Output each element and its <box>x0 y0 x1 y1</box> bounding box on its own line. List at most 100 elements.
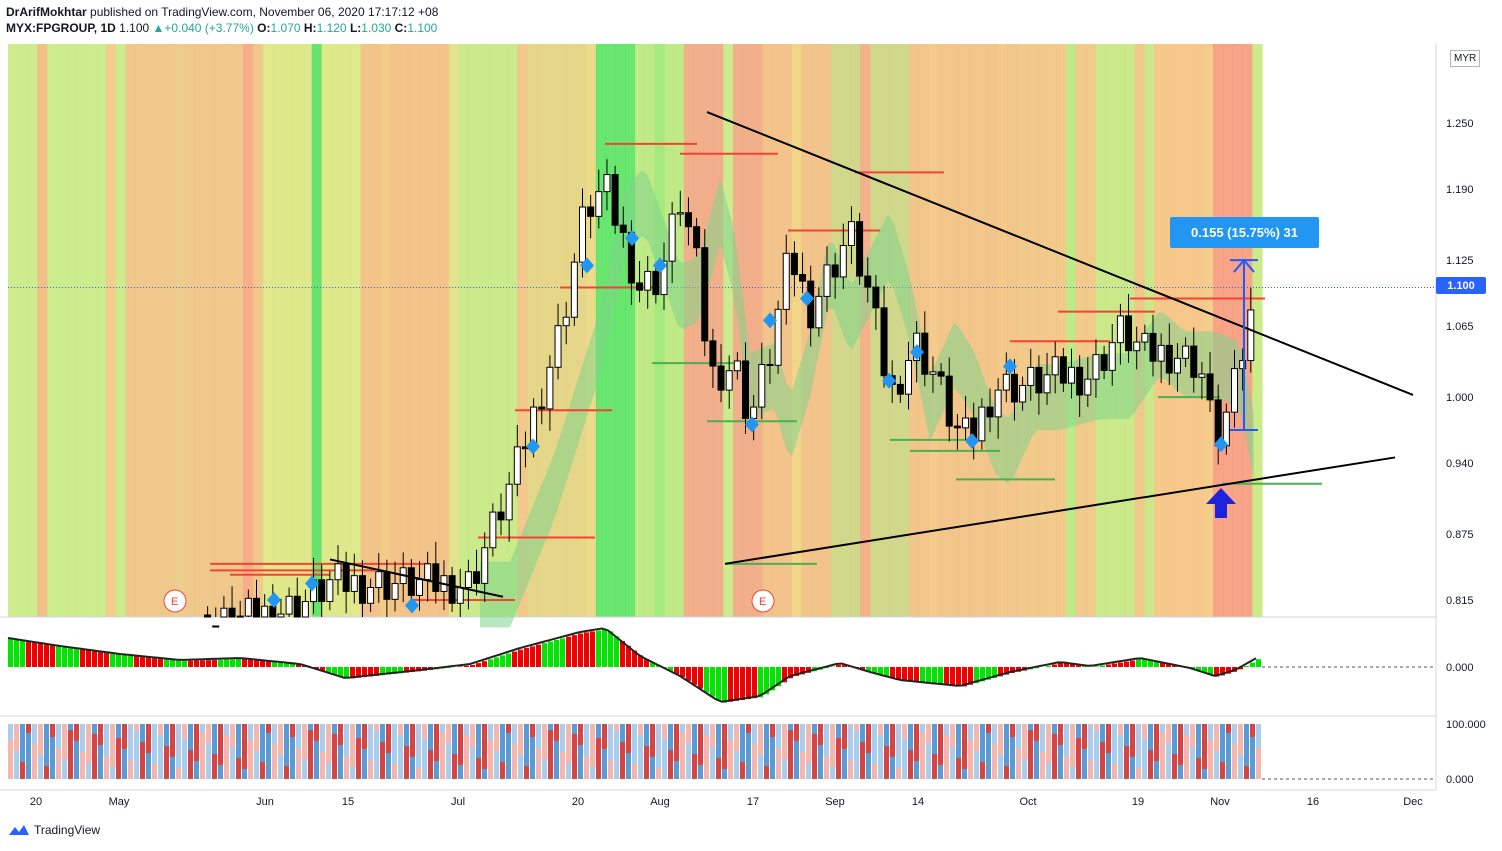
time-tick-label: 20 <box>572 796 584 808</box>
candle-down <box>790 252 798 276</box>
strength-bar-bottom <box>308 730 313 779</box>
strength-bar-top <box>236 724 241 758</box>
bg-band <box>1056 44 1067 617</box>
strength-bar-bottom <box>488 740 493 779</box>
oscillator-bar <box>1244 665 1249 667</box>
bg-band <box>1193 44 1204 617</box>
author-name[interactable]: DrArifMokhtar <box>6 5 87 19</box>
strength-bar-bottom <box>218 765 223 779</box>
oscillator-bar <box>536 644 541 667</box>
oscillator-bar <box>1172 665 1177 667</box>
oscillator-bar <box>56 646 61 667</box>
strength-bar-bottom <box>542 759 547 779</box>
strength-bar-top <box>896 724 901 768</box>
bg-band <box>419 44 430 617</box>
oscillator-bar <box>566 636 571 667</box>
strength-bar-top <box>746 724 751 733</box>
strength-bar-top <box>476 724 481 758</box>
publish-info: published on TradingView.com, November 0… <box>90 5 439 19</box>
oscillator-bar <box>764 667 769 695</box>
strength-bar-bottom <box>686 743 691 779</box>
oscillator-bar <box>14 639 19 667</box>
candle-down <box>619 224 627 233</box>
candle-up <box>367 586 375 604</box>
price-tick-label: 0.815 <box>1446 595 1474 607</box>
strength-bar-bottom <box>752 744 757 779</box>
strength-bar-bottom <box>1256 748 1261 779</box>
candle-down <box>921 332 929 375</box>
bg-band <box>899 44 910 617</box>
strength-bar-bottom <box>1010 737 1015 779</box>
oscillator-bar <box>896 667 901 680</box>
strength-bar-top <box>284 724 289 766</box>
candle-up <box>456 586 464 604</box>
currency-label[interactable]: MYR <box>1450 50 1481 67</box>
bg-band <box>830 44 842 617</box>
oscillator-bar <box>554 639 559 667</box>
oscillator-bar <box>158 658 163 667</box>
strength-bar-top <box>80 724 85 752</box>
strength-bar-top <box>812 724 817 734</box>
strength-bar-top <box>488 724 493 740</box>
oscillator-bar <box>1058 663 1063 667</box>
price-change: +0.040 (+3.77%) <box>164 21 254 35</box>
oscillator-bar <box>128 655 133 667</box>
strength-bar-bottom <box>1082 749 1087 779</box>
volume-strength-pane: 100.000 0.000 <box>8 719 1486 786</box>
candle-down <box>538 406 546 410</box>
bg-band <box>125 44 136 617</box>
strength-bar-bottom <box>866 753 871 779</box>
oscillator-bar <box>206 660 211 667</box>
oscillator-bar <box>44 644 49 667</box>
strength-bar-top <box>1196 724 1201 758</box>
oscillator-bar <box>776 667 781 687</box>
oscillator-pane: 0.000 <box>7 627 1474 703</box>
price-axis[interactable]: 1.250 1.190 1.125 1.065 1.000 0.940 0.875 0.815 <box>1435 44 1474 790</box>
strength-bar-top <box>356 724 361 738</box>
oscillator-bar <box>92 651 97 667</box>
price-tick-label: 0.875 <box>1446 529 1474 541</box>
strength-bar-top <box>398 724 403 735</box>
bg-band <box>37 44 48 617</box>
signal-diamond-icon <box>305 575 319 592</box>
symbol-name[interactable]: MYX:FPGROUP, 1D <box>6 21 116 35</box>
oscillator-bar <box>236 659 241 667</box>
candle-up <box>595 191 603 217</box>
bg-band <box>781 44 793 617</box>
strength-bar-top <box>56 724 61 748</box>
oscillator-bar <box>962 667 967 687</box>
strength-bar-top <box>416 724 421 768</box>
time-axis[interactable]: 20 May Jun 15 Jul 20 Aug 17 Sep 14 Oct 19 Nov 16 Dec <box>30 796 1423 808</box>
strength-bar-top <box>1058 724 1063 745</box>
strength-bar-bottom <box>1100 742 1105 779</box>
strength-bar-top <box>272 724 277 744</box>
measure-tooltip: 0.155 (15.75%) 31 <box>1170 217 1319 248</box>
oscillator-bar <box>932 667 937 685</box>
strength-bar-top <box>596 724 601 738</box>
bg-band <box>174 44 185 617</box>
oscillator-bar <box>770 667 775 691</box>
oscillator-bar <box>824 667 829 669</box>
bg-band <box>586 44 597 617</box>
strength-bar-bottom <box>248 740 253 779</box>
strength-bar-top <box>296 724 301 748</box>
oscillator-bar <box>1076 665 1081 667</box>
strength-bar-top <box>542 724 547 759</box>
strength-bar-bottom <box>152 764 157 779</box>
strength-bar-top <box>446 724 451 743</box>
candle-up <box>334 563 342 581</box>
strength-bar-top <box>1238 724 1243 755</box>
strength-bar-bottom <box>62 759 67 779</box>
strength-bar-top <box>788 724 793 730</box>
strength-bar-top <box>806 724 811 763</box>
bg-band <box>791 44 803 617</box>
strength-bar-bottom <box>932 754 937 779</box>
tradingview-footer[interactable]: TradingView <box>8 823 100 837</box>
bg-band <box>654 44 665 617</box>
strength-bar-top <box>1256 724 1261 748</box>
strength-bar-bottom <box>566 763 571 779</box>
strength-bar-top <box>704 724 709 736</box>
strength-bar-top <box>698 724 703 765</box>
